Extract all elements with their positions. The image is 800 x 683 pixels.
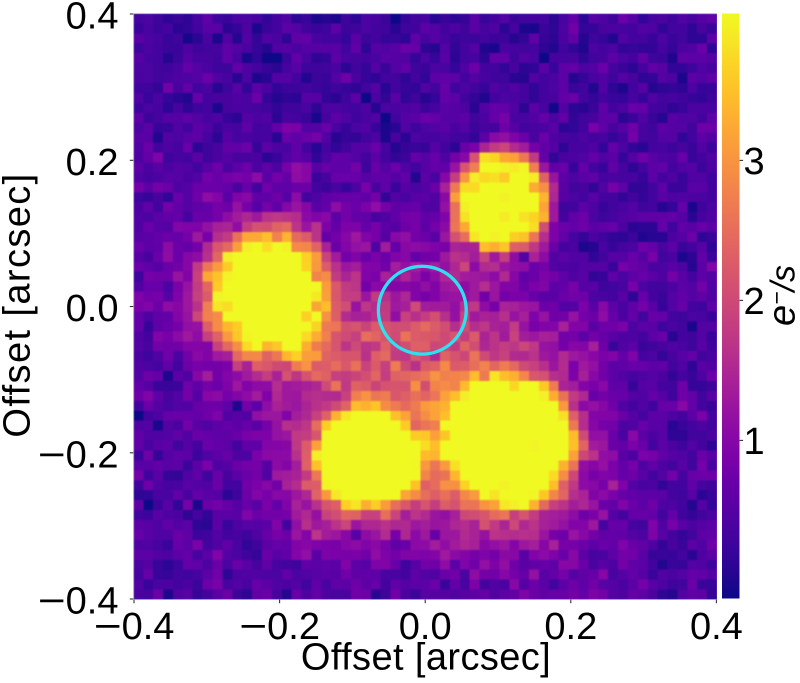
svg-text:Offset [arcsec]: Offset [arcsec] xyxy=(301,637,551,679)
svg-text:0.0: 0.0 xyxy=(66,288,119,330)
svg-text:0.2: 0.2 xyxy=(544,606,597,648)
svg-text:−0.2: −0.2 xyxy=(38,434,119,476)
svg-text:0.2: 0.2 xyxy=(66,142,119,184)
svg-text:2: 2 xyxy=(744,281,765,323)
svg-text:−0.4: −0.4 xyxy=(38,581,119,623)
svg-text:0.4: 0.4 xyxy=(66,0,119,38)
svg-text:0.0: 0.0 xyxy=(399,606,452,648)
svg-text:1: 1 xyxy=(744,421,765,463)
svg-text:0.4: 0.4 xyxy=(690,606,743,648)
svg-text:3: 3 xyxy=(744,141,765,183)
svg-text:Offset [arcsec]: Offset [arcsec] xyxy=(0,172,39,437)
svg-text:−0.2: −0.2 xyxy=(239,606,320,648)
svg-text:−0.4: −0.4 xyxy=(94,606,175,648)
svg-text:e−/s: e−/s xyxy=(762,265,800,326)
